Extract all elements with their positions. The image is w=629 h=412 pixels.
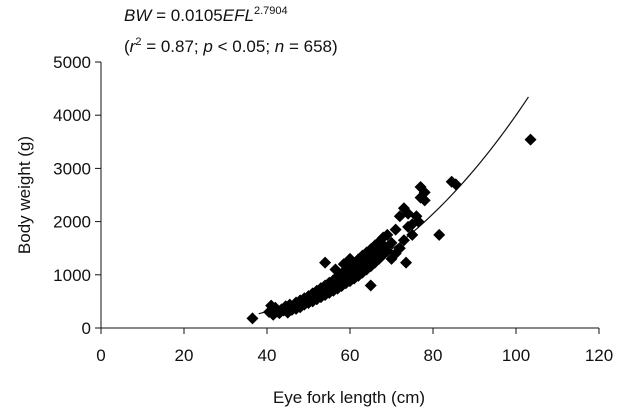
data-point	[433, 228, 446, 241]
x-tick-label: 120	[585, 346, 613, 365]
x-axis-title: Eye fork length (cm)	[273, 388, 425, 407]
y-tick-label: 0	[82, 319, 91, 338]
equation-exponent: 2.7904	[254, 5, 288, 17]
data-point	[524, 133, 537, 146]
fit-curve	[258, 96, 529, 315]
stats-r-var: r	[130, 37, 137, 56]
x-tick-label: 80	[424, 346, 443, 365]
y-tick-label: 1000	[53, 266, 91, 285]
data-point	[449, 178, 462, 191]
y-tick-label: 5000	[53, 53, 91, 72]
stats-r-exponent: 2	[135, 36, 141, 48]
data-point	[397, 234, 410, 247]
data-points	[246, 133, 537, 325]
stats-n-var: n	[275, 37, 284, 56]
fit-statistics: (r2 = 0.87; p < 0.05; n = 658)	[124, 36, 338, 56]
y-tick-label: 3000	[53, 159, 91, 178]
data-point	[385, 236, 398, 249]
data-point	[400, 256, 413, 269]
stats-p-value: < 0.05;	[213, 37, 275, 56]
data-point	[319, 256, 332, 269]
y-tick-label: 4000	[53, 106, 91, 125]
stats-r-value: = 0.87;	[141, 37, 203, 56]
stats-p-var: p	[202, 37, 212, 56]
y-axis-title: Body weight (g)	[15, 136, 34, 254]
x-tick-label: 40	[258, 346, 277, 365]
stats-open-paren: (	[124, 37, 130, 56]
x-tick-label: 100	[502, 346, 530, 365]
fit-equation: BW = 0.0105EFL2.7904	[124, 5, 288, 25]
y-tick-label: 2000	[53, 213, 91, 232]
data-point	[389, 223, 402, 236]
data-point	[418, 186, 431, 199]
data-point	[406, 228, 419, 241]
equation-rhs-var: EFL	[223, 6, 254, 25]
stats-n-value: = 658)	[284, 37, 337, 56]
x-tick-label: 0	[96, 346, 105, 365]
data-point	[412, 215, 425, 228]
x-tick-label: 20	[175, 346, 194, 365]
data-point	[381, 228, 394, 241]
data-point	[246, 312, 259, 325]
equation-lhs-var: BW	[124, 6, 153, 25]
equation-coefficient: = 0.0105	[151, 6, 222, 25]
data-point	[418, 194, 431, 207]
y-axis-ticks: 0 1000 2000 3000 4000 5000	[53, 53, 101, 338]
x-tick-label: 60	[341, 346, 360, 365]
data-point	[364, 279, 377, 292]
x-axis-ticks: 0 20 40 60 80 100 120	[96, 328, 613, 365]
data-point	[393, 242, 406, 255]
